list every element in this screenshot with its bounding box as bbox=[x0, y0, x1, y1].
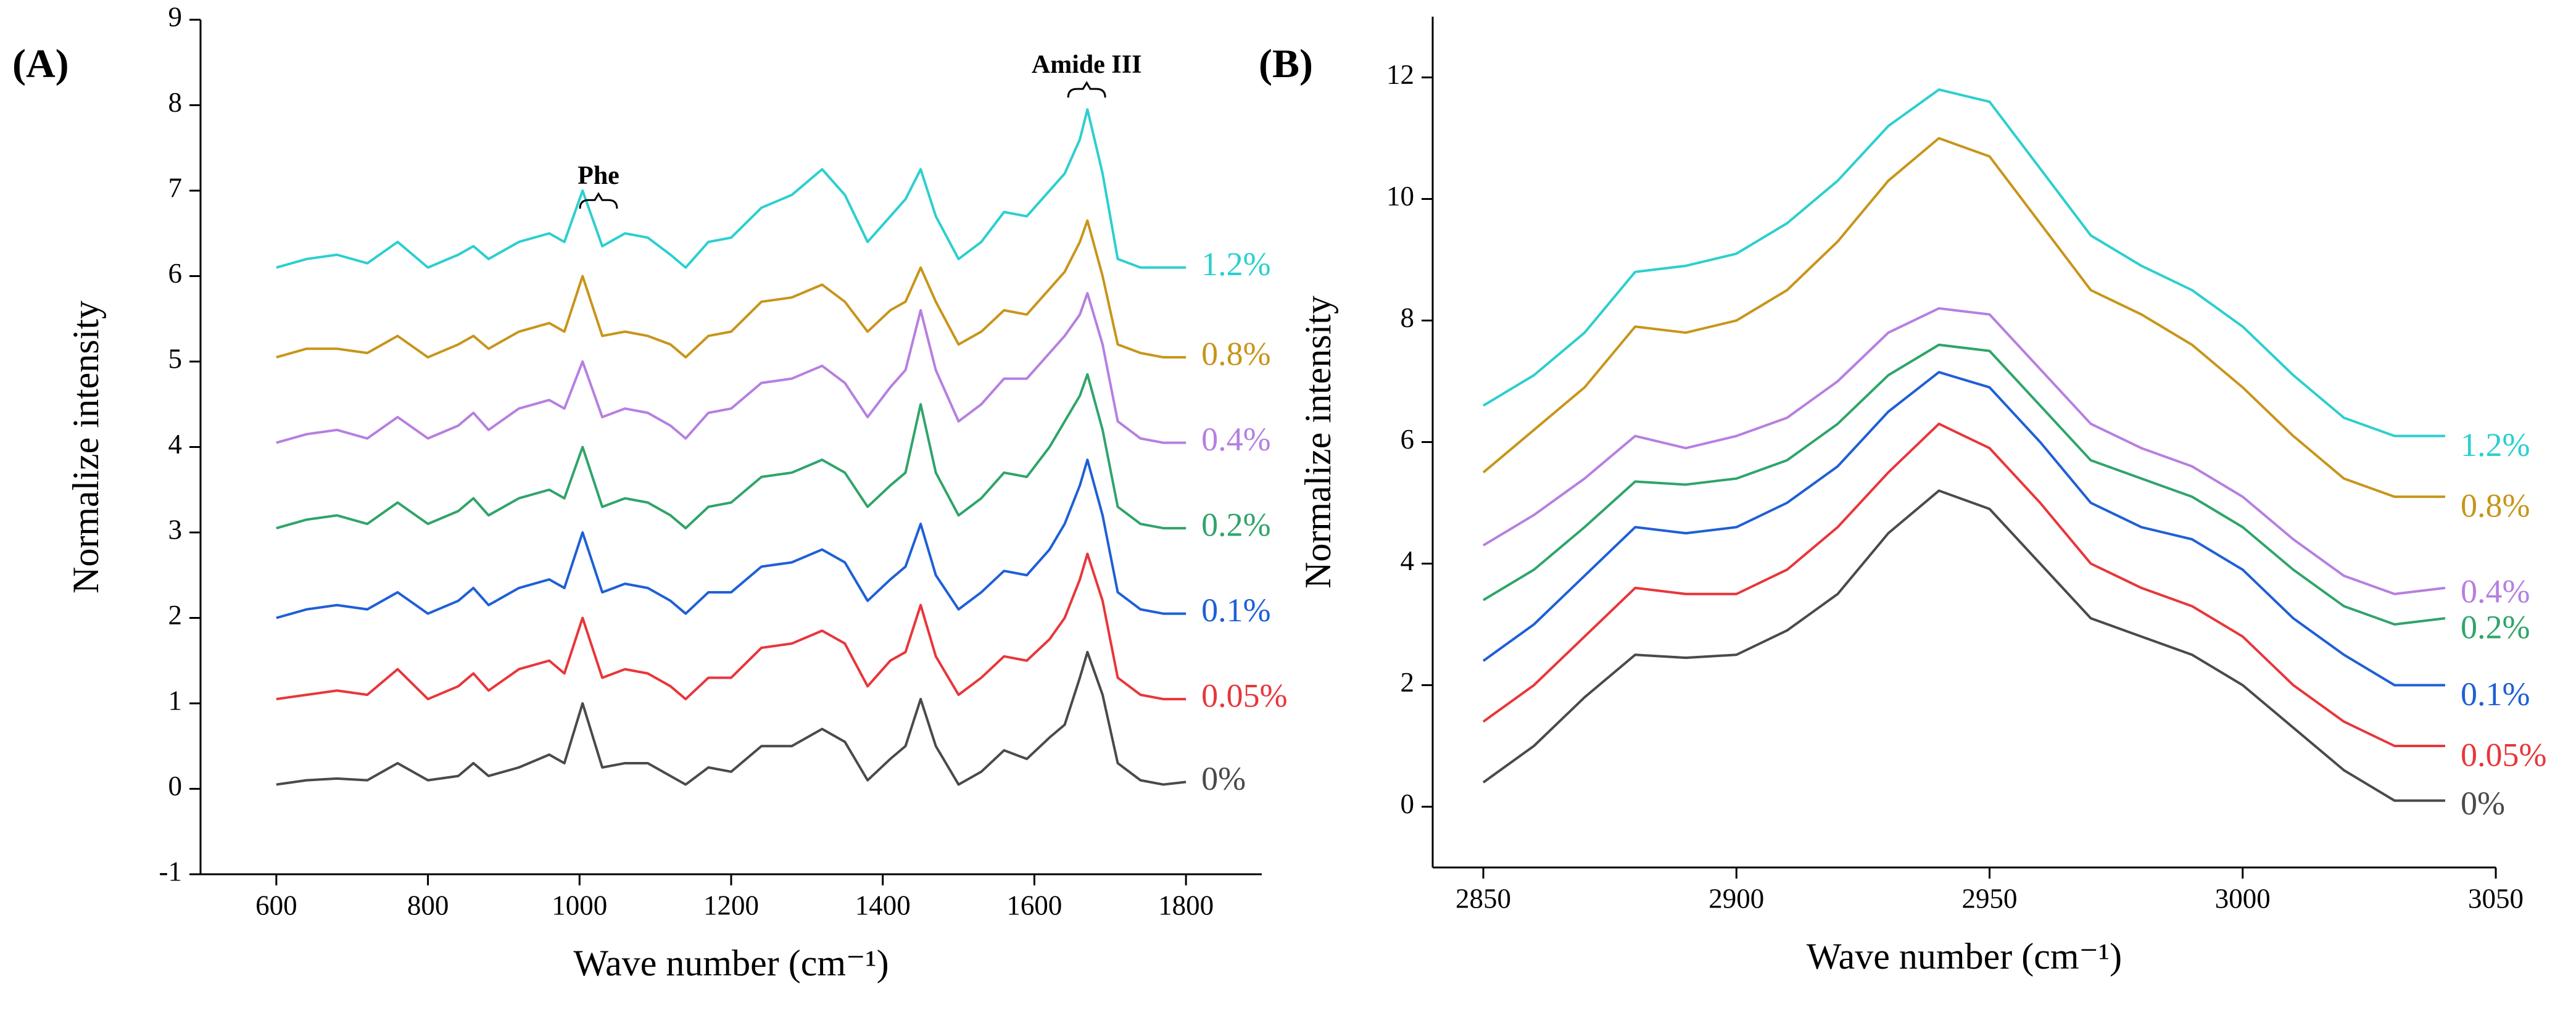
spectrum-line bbox=[1482, 371, 2445, 687]
y-tick-label: 6 bbox=[1401, 424, 1415, 455]
y-tick-label: 5 bbox=[168, 343, 183, 374]
y-tick-label: 2 bbox=[1401, 667, 1415, 698]
y-tick-label: 9 bbox=[168, 1, 183, 32]
spectrum-line bbox=[1483, 307, 2446, 595]
spectrum-line bbox=[1483, 88, 2445, 437]
x-axis-label: Wave number (cm⁻¹) bbox=[573, 943, 888, 983]
y-tick-label: 2 bbox=[168, 600, 183, 631]
panel-label: (A) bbox=[12, 41, 69, 86]
y-tick-label: 12 bbox=[1386, 59, 1414, 90]
series-label: 0.4% bbox=[2461, 573, 2530, 610]
x-tick-label: 2950 bbox=[1962, 883, 2018, 914]
spectrum-line bbox=[1482, 137, 2445, 499]
x-tick-label: 800 bbox=[407, 890, 449, 921]
series-label: 1.2% bbox=[2461, 426, 2530, 463]
spectrum-line bbox=[276, 373, 1187, 530]
x-tick-label: 1600 bbox=[1006, 890, 1062, 921]
y-tick-label: 7 bbox=[168, 172, 183, 203]
y-axis-label: Normalize intensity bbox=[1298, 296, 1338, 589]
spectrum-line bbox=[276, 108, 1187, 269]
y-tick-label: 8 bbox=[1401, 302, 1415, 333]
series-label: 0.1% bbox=[1201, 592, 1270, 629]
y-tick-label: 4 bbox=[168, 429, 183, 460]
annotation-brace bbox=[1067, 81, 1106, 98]
y-tick-label: 4 bbox=[1401, 545, 1415, 576]
y-axis-label: Normalize intensity bbox=[65, 300, 106, 594]
x-tick-label: 1400 bbox=[855, 890, 911, 921]
series-label: 0.05% bbox=[2461, 736, 2546, 773]
x-axis-label: Wave number (cm⁻¹) bbox=[1807, 936, 2122, 977]
spectrum-line bbox=[276, 650, 1187, 786]
series-label: 0.05% bbox=[1201, 677, 1287, 714]
series-label: 0.2% bbox=[2461, 609, 2530, 646]
annotation-brace bbox=[579, 192, 618, 209]
spectrum-line bbox=[276, 292, 1187, 444]
x-tick-label: 1800 bbox=[1158, 890, 1214, 921]
y-tick-label: 0 bbox=[1401, 789, 1415, 819]
series-label: 0.4% bbox=[1201, 421, 1270, 458]
y-tick-label: 10 bbox=[1386, 181, 1414, 212]
y-tick-label: 8 bbox=[168, 87, 183, 118]
annotation: Amide III bbox=[1032, 51, 1142, 79]
x-tick-label: 600 bbox=[255, 890, 297, 921]
x-tick-label: 2900 bbox=[1708, 883, 1764, 914]
series-label: 0% bbox=[2461, 785, 2505, 822]
x-tick-label: 3050 bbox=[2468, 883, 2524, 914]
series-label: 0.2% bbox=[1201, 506, 1270, 543]
series-label: 0.1% bbox=[2461, 676, 2530, 713]
series-label: 1.2% bbox=[1201, 246, 1270, 283]
y-tick-label: 3 bbox=[168, 514, 183, 545]
spectrum-line bbox=[1482, 489, 2445, 802]
spectrum-line bbox=[276, 552, 1187, 701]
x-tick-label: 1000 bbox=[552, 890, 607, 921]
y-tick-label: 1 bbox=[168, 685, 183, 716]
x-tick-label: 2850 bbox=[1456, 883, 1511, 914]
spectrum-line bbox=[276, 458, 1187, 619]
x-tick-label: 3000 bbox=[2215, 883, 2271, 914]
panel-label: (B) bbox=[1259, 41, 1313, 86]
x-tick-label: 1200 bbox=[703, 890, 759, 921]
y-tick-label: 0 bbox=[168, 771, 183, 801]
spectrum-line bbox=[1483, 343, 2446, 626]
annotation: Phe bbox=[578, 162, 619, 190]
series-label: 0.8% bbox=[1201, 335, 1270, 372]
y-tick-label: -1 bbox=[159, 856, 183, 887]
y-tick-label: 6 bbox=[168, 258, 183, 289]
spectrum-line bbox=[276, 219, 1187, 359]
series-label: 0.8% bbox=[2461, 487, 2530, 524]
series-label: 0% bbox=[1201, 760, 1246, 797]
spectrum-line bbox=[1482, 422, 2445, 747]
